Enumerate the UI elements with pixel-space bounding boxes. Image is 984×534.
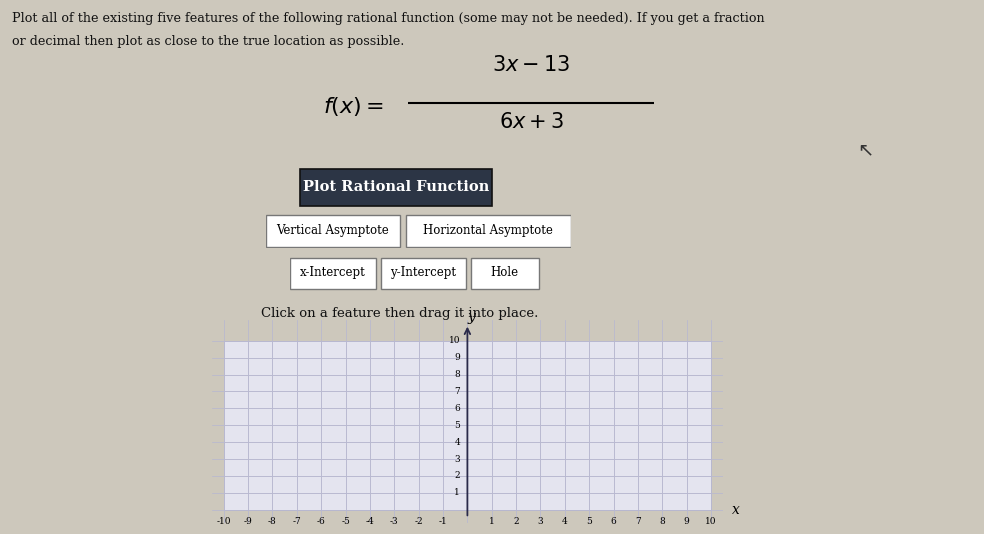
Text: 2: 2 [514, 517, 519, 527]
Text: 6: 6 [611, 517, 616, 527]
Text: -6: -6 [317, 517, 326, 527]
Text: 10: 10 [449, 336, 461, 345]
Text: -10: -10 [216, 517, 231, 527]
FancyBboxPatch shape [266, 215, 400, 247]
FancyBboxPatch shape [406, 215, 571, 247]
Text: 5: 5 [455, 421, 461, 430]
Text: Horizontal Asymptote: Horizontal Asymptote [423, 224, 553, 237]
Text: -4: -4 [366, 517, 374, 527]
Bar [223, 341, 711, 510]
FancyBboxPatch shape [290, 258, 376, 289]
Text: x: x [732, 503, 740, 517]
Text: -5: -5 [341, 517, 350, 527]
Text: 4: 4 [562, 517, 568, 527]
Text: 9: 9 [684, 517, 690, 527]
Text: Click on a feature then drag it into place.: Click on a feature then drag it into pla… [261, 307, 538, 320]
FancyBboxPatch shape [381, 258, 466, 289]
FancyBboxPatch shape [471, 258, 538, 289]
Text: x-Intercept: x-Intercept [300, 266, 366, 279]
Text: 8: 8 [455, 370, 461, 379]
Text: Hole: Hole [491, 266, 519, 279]
Text: 7: 7 [635, 517, 641, 527]
Text: $3x-13$: $3x-13$ [492, 54, 571, 75]
Text: Plot Rational Function: Plot Rational Function [303, 180, 489, 194]
Text: ↖: ↖ [858, 140, 874, 159]
Text: Vertical Asymptote: Vertical Asymptote [277, 224, 389, 237]
Text: 9: 9 [455, 353, 461, 362]
Text: 3: 3 [537, 517, 543, 527]
Text: -2: -2 [414, 517, 423, 527]
FancyBboxPatch shape [300, 169, 492, 206]
Text: y: y [467, 310, 475, 324]
Text: 1: 1 [455, 489, 461, 497]
Text: 5: 5 [586, 517, 592, 527]
Text: -9: -9 [244, 517, 253, 527]
Text: $f(x)=$: $f(x)=$ [323, 95, 384, 118]
Bar [223, 341, 711, 510]
Text: 2: 2 [455, 472, 461, 481]
Text: 1: 1 [489, 517, 495, 527]
Text: 8: 8 [659, 517, 665, 527]
Text: -7: -7 [292, 517, 301, 527]
Text: 6: 6 [455, 404, 461, 413]
Text: Plot all of the existing five features of the following rational function (some : Plot all of the existing five features o… [12, 12, 765, 25]
Text: -3: -3 [390, 517, 399, 527]
Text: 4: 4 [455, 438, 461, 446]
Text: 3: 3 [455, 454, 461, 464]
Text: 10: 10 [706, 517, 716, 527]
Text: $6x+3$: $6x+3$ [499, 112, 564, 132]
Text: -1: -1 [439, 517, 448, 527]
Text: y-Intercept: y-Intercept [391, 266, 457, 279]
Text: 7: 7 [455, 387, 461, 396]
Text: -8: -8 [268, 517, 277, 527]
Text: or decimal then plot as close to the true location as possible.: or decimal then plot as close to the tru… [12, 35, 404, 48]
